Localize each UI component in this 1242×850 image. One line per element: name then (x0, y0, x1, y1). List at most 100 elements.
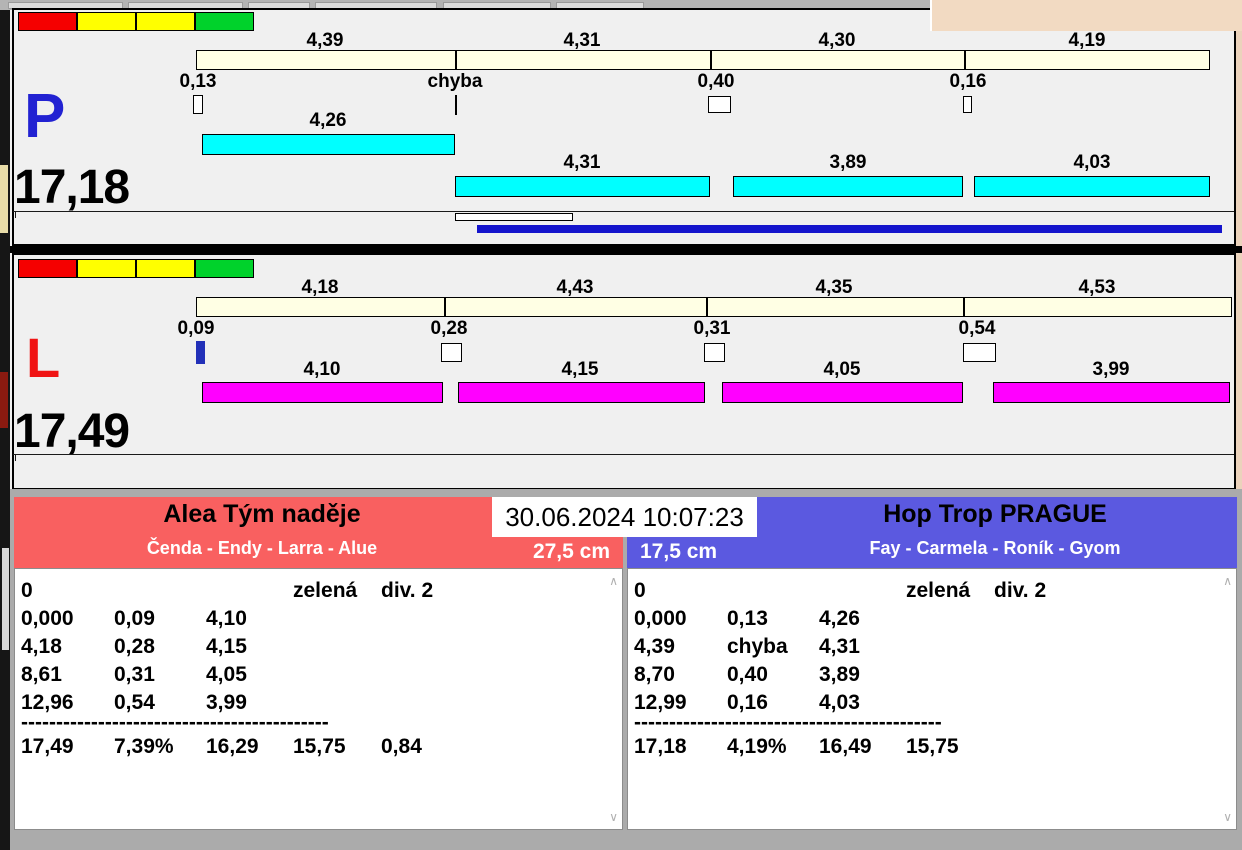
indicator-red-swatch (18, 259, 77, 278)
team-right-name: Hop Trop PRAGUE (883, 500, 1107, 528)
table-row: 0 zelená div. 2 (21, 579, 434, 602)
table-row: 0,000 0,13 4,26 (634, 607, 860, 630)
lane-letter-p: P (24, 82, 66, 151)
deviation-value-label: 0,28 (430, 318, 468, 339)
lane-p-separator-line (13, 211, 1234, 212)
split-value-label: 4,18 (301, 277, 339, 298)
deviation-marker (708, 96, 731, 113)
deviation-value-label: 0,16 (949, 71, 987, 92)
lap-bar (455, 176, 710, 197)
split-value-label: 4,19 (1068, 30, 1106, 51)
split-value-label: 4,30 (818, 30, 856, 51)
lap-value-label: 4,03 (1073, 152, 1111, 173)
deviation-marker-active (196, 341, 205, 364)
deviation-marker (963, 343, 996, 362)
lap-value-label: 4,26 (309, 110, 347, 131)
indicator-green-swatch (195, 12, 254, 31)
split-value-label: 4,31 (563, 30, 601, 51)
lap-bar (722, 382, 963, 403)
indicator-green-swatch (195, 259, 254, 278)
team-left-name: Alea Tým naděje (163, 500, 361, 528)
lane-panel-l (12, 253, 1236, 490)
lane-p-progress-bar (477, 225, 1222, 233)
lane-panel-p (12, 8, 1236, 246)
lane-l-status-indicator (18, 259, 254, 278)
tick-mark (15, 212, 16, 218)
table-separator-dashes: ----------------------------------------… (634, 711, 942, 734)
lap-value-label: 4,05 (823, 359, 861, 380)
table-row: 8,70 0,40 3,89 (634, 663, 860, 686)
deviation-value-label: 0,09 (177, 318, 215, 339)
indicator-yellow-swatch (136, 12, 195, 31)
lane-l-separator-line (13, 454, 1234, 455)
table-row: 12,96 0,54 3,99 (21, 691, 247, 714)
split-bar (196, 297, 1232, 317)
background-fragment (0, 165, 8, 233)
table-row: 0,000 0,09 4,10 (21, 607, 247, 630)
deviation-marker (704, 343, 725, 362)
split-value-label: 4,43 (556, 277, 594, 298)
lap-bar (993, 382, 1230, 403)
deviation-value-label: chyba (427, 71, 483, 92)
lap-bar (974, 176, 1210, 197)
scroll-up-icon[interactable]: ∧ (609, 574, 618, 588)
table-totals-row: 17,49 7,39% 16,29 15,75 0,84 (21, 735, 422, 758)
deviation-value-label: 0,54 (958, 318, 996, 339)
split-bar-divider (444, 298, 446, 316)
lane-letter-l: L (26, 326, 61, 389)
team-right-height-label: 17,5 cm (640, 540, 718, 563)
table-row: 4,18 0,28 4,15 (21, 635, 247, 658)
deviation-value-label: 0,13 (179, 71, 217, 92)
background-window-edge (0, 10, 10, 850)
lap-bar (733, 176, 963, 197)
deviation-marker (193, 95, 203, 114)
scroll-down-icon[interactable]: ∨ (1223, 810, 1232, 824)
lap-bar (458, 382, 705, 403)
indicator-red-swatch (18, 12, 77, 31)
lap-value-label: 4,31 (563, 152, 601, 173)
lap-bar (202, 382, 443, 403)
team-right-results-table[interactable]: 0 zelená div. 2 0,000 0,13 4,26 4,39 chyba 4,3… (627, 568, 1237, 830)
indicator-yellow-swatch (136, 259, 195, 278)
scroll-up-icon[interactable]: ∧ (1223, 574, 1232, 588)
lane-divider (10, 246, 1242, 253)
team-left-height-label: 27,5 cm (532, 540, 610, 563)
lap-value-label: 4,10 (303, 359, 341, 380)
tick-mark (15, 455, 16, 461)
datetime-display: 30.06.2024 10:07:23 (492, 497, 757, 537)
indicator-yellow-swatch (77, 259, 136, 278)
deviation-value-label: 0,31 (693, 318, 731, 339)
split-bar (196, 50, 1210, 70)
table-totals-row: 17,18 4,19% 16,49 15,75 (634, 735, 959, 758)
split-value-label: 4,35 (815, 277, 853, 298)
table-separator-dashes: ----------------------------------------… (21, 711, 329, 734)
split-bar-divider (706, 298, 708, 316)
datetime-text: 30.06.2024 10:07:23 (505, 502, 744, 532)
background-fragment (0, 372, 8, 428)
deviation-marker (441, 343, 462, 362)
table-row: 4,39 chyba 4,31 (634, 635, 860, 658)
table-row: 12,99 0,16 4,03 (634, 691, 860, 714)
split-value-label: 4,53 (1078, 277, 1116, 298)
background-window-corner (930, 0, 1242, 31)
lap-bar (202, 134, 455, 155)
lane-l-total-time: 17,49 (14, 405, 130, 458)
split-bar-divider (455, 51, 457, 69)
split-value-label: 4,39 (306, 30, 344, 51)
lap-value-label: 4,15 (561, 359, 599, 380)
lane-p-status-indicator (18, 12, 254, 31)
team-left-results-table[interactable]: 0 zelená div. 2 0,000 0,09 4,10 4,18 0,28 4,15… (14, 568, 623, 830)
indicator-yellow-swatch (77, 12, 136, 31)
split-bar-divider (710, 51, 712, 69)
lane-p-total-time: 17,18 (14, 161, 130, 214)
lane-p-mini-bar (455, 213, 573, 221)
lap-value-label: 3,99 (1092, 359, 1130, 380)
team-right-members: Fay - Carmela - Roník - Gyom (869, 538, 1121, 558)
deviation-marker (963, 96, 972, 113)
lap-value-label: 3,89 (829, 152, 867, 173)
deviation-value-label: 0,40 (697, 71, 735, 92)
table-row: 0 zelená div. 2 (634, 579, 1047, 602)
deviation-error-tick (455, 95, 457, 115)
scroll-down-icon[interactable]: ∨ (609, 810, 618, 824)
